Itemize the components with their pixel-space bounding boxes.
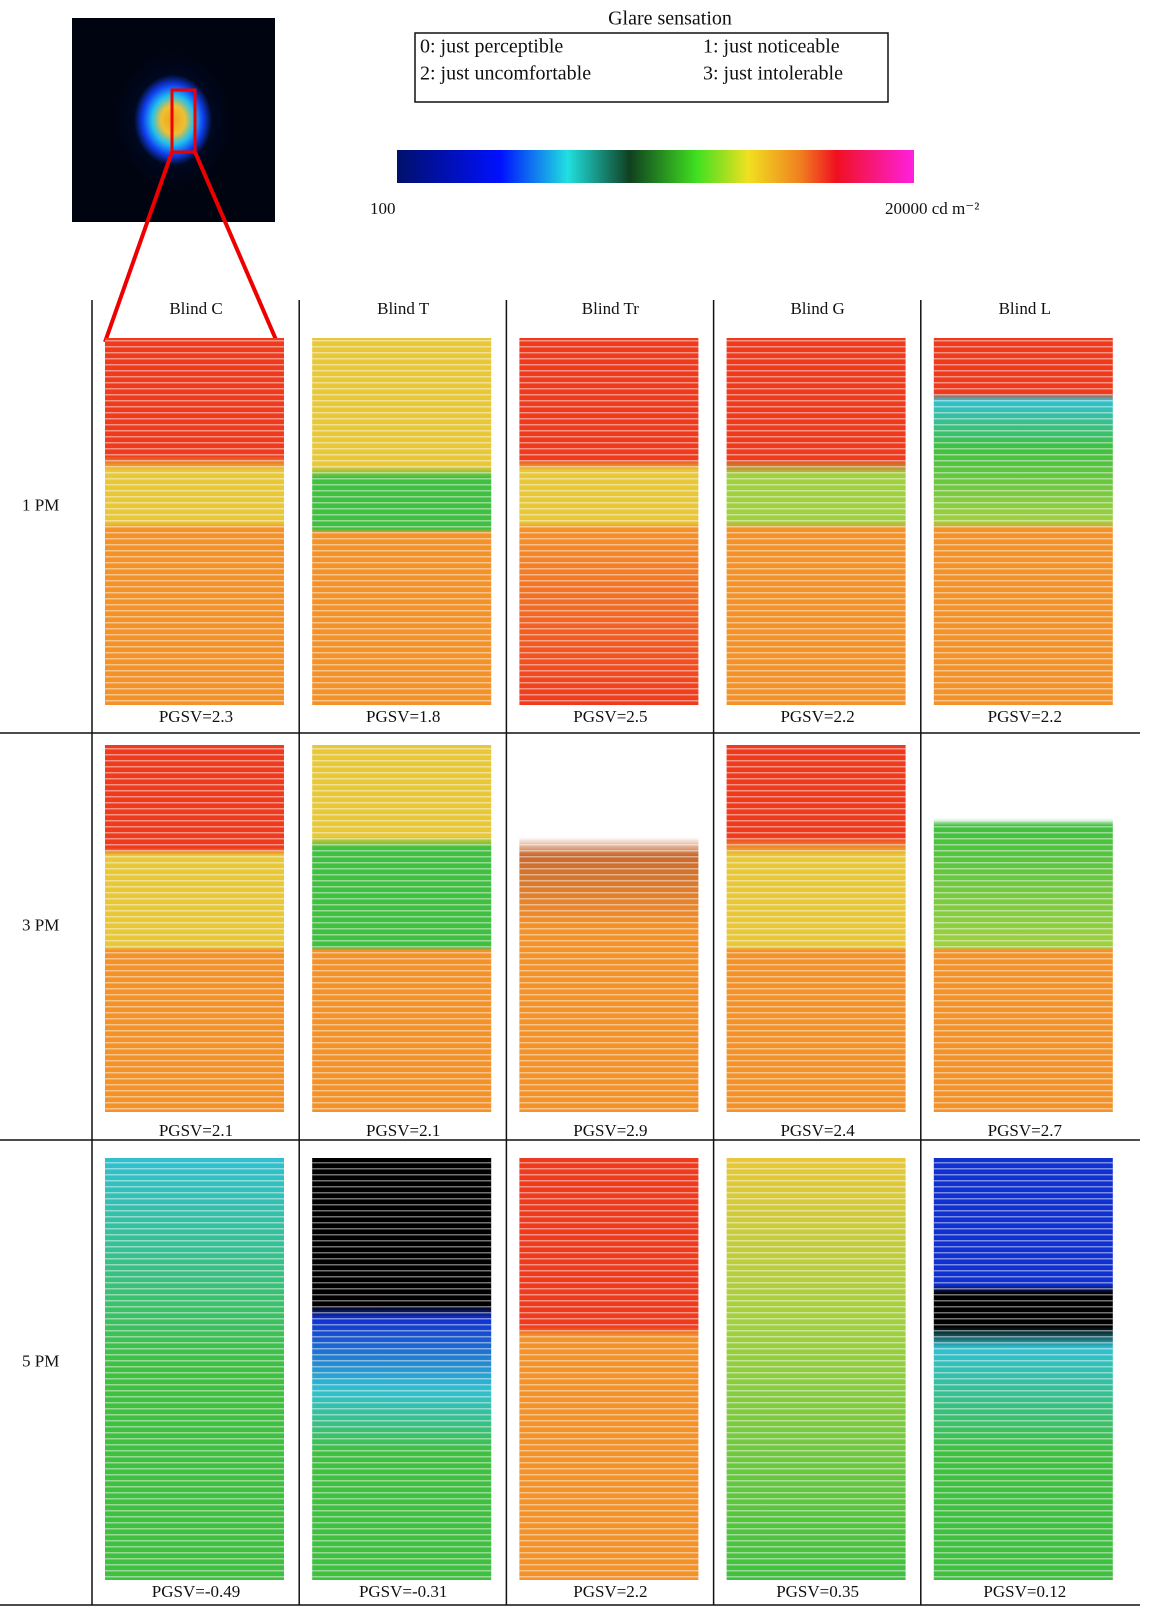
column-header: Blind C bbox=[169, 299, 222, 318]
legend-entry: 0: just perceptible bbox=[420, 36, 563, 58]
blind-slats bbox=[727, 745, 906, 1112]
pgsv-label: PGSV=0.12 bbox=[983, 1582, 1066, 1601]
column-header: Blind Tr bbox=[582, 299, 640, 318]
legend-entry: 3: just intolerable bbox=[703, 63, 843, 85]
scale-max: 20000 cd m⁻² bbox=[885, 199, 979, 218]
figure: Glare sensation 0: just perceptible 1: j… bbox=[0, 0, 1168, 1618]
pgsv-label: PGSV=2.5 bbox=[573, 707, 647, 726]
blind-slats bbox=[934, 338, 1113, 705]
blind-slats bbox=[519, 338, 698, 705]
blind-slats bbox=[727, 338, 906, 705]
blind-slats bbox=[312, 745, 491, 1112]
pgsv-label: PGSV=2.1 bbox=[366, 1121, 440, 1140]
pgsv-label: PGSV=2.7 bbox=[988, 1121, 1063, 1140]
blind-slats bbox=[312, 338, 491, 705]
legend-title: Glare sensation bbox=[608, 8, 732, 30]
column-header: Blind G bbox=[790, 299, 844, 318]
pgsv-label: PGSV=2.1 bbox=[159, 1121, 233, 1140]
blind-slats bbox=[934, 745, 1113, 1112]
pgsv-label: PGSV=2.9 bbox=[573, 1121, 647, 1140]
row-label: 5 PM bbox=[22, 1351, 59, 1370]
blind-slats bbox=[727, 1158, 906, 1580]
legend-entry: 1: just noticeable bbox=[703, 36, 840, 58]
blind-slats bbox=[105, 1158, 284, 1580]
pgsv-label: PGSV=2.2 bbox=[780, 707, 854, 726]
pgsv-label: PGSV=2.2 bbox=[988, 707, 1062, 726]
blind-slats bbox=[519, 745, 698, 1112]
blind-slats bbox=[934, 1158, 1113, 1580]
column-header: Blind L bbox=[999, 299, 1051, 318]
pgsv-label: PGSV=1.8 bbox=[366, 707, 440, 726]
pgsv-label: PGSV=0.35 bbox=[776, 1582, 859, 1601]
pgsv-label: PGSV=2.4 bbox=[780, 1121, 855, 1140]
row-label: 3 PM bbox=[22, 915, 59, 934]
legend-entry: 2: just uncomfortable bbox=[420, 63, 591, 85]
column-header: Blind T bbox=[377, 299, 430, 318]
color-bar bbox=[397, 150, 914, 183]
blind-slats bbox=[105, 745, 284, 1112]
blind-slats bbox=[519, 1158, 698, 1580]
pgsv-label: PGSV=-0.31 bbox=[359, 1582, 447, 1601]
pgsv-label: PGSV=2.3 bbox=[159, 707, 233, 726]
pgsv-label: PGSV=2.2 bbox=[573, 1582, 647, 1601]
blind-slats bbox=[312, 1158, 491, 1580]
blind-slats bbox=[105, 338, 284, 705]
scale-min: 100 bbox=[370, 199, 396, 218]
row-label: 1 PM bbox=[22, 495, 59, 514]
pgsv-label: PGSV=-0.49 bbox=[152, 1582, 240, 1601]
